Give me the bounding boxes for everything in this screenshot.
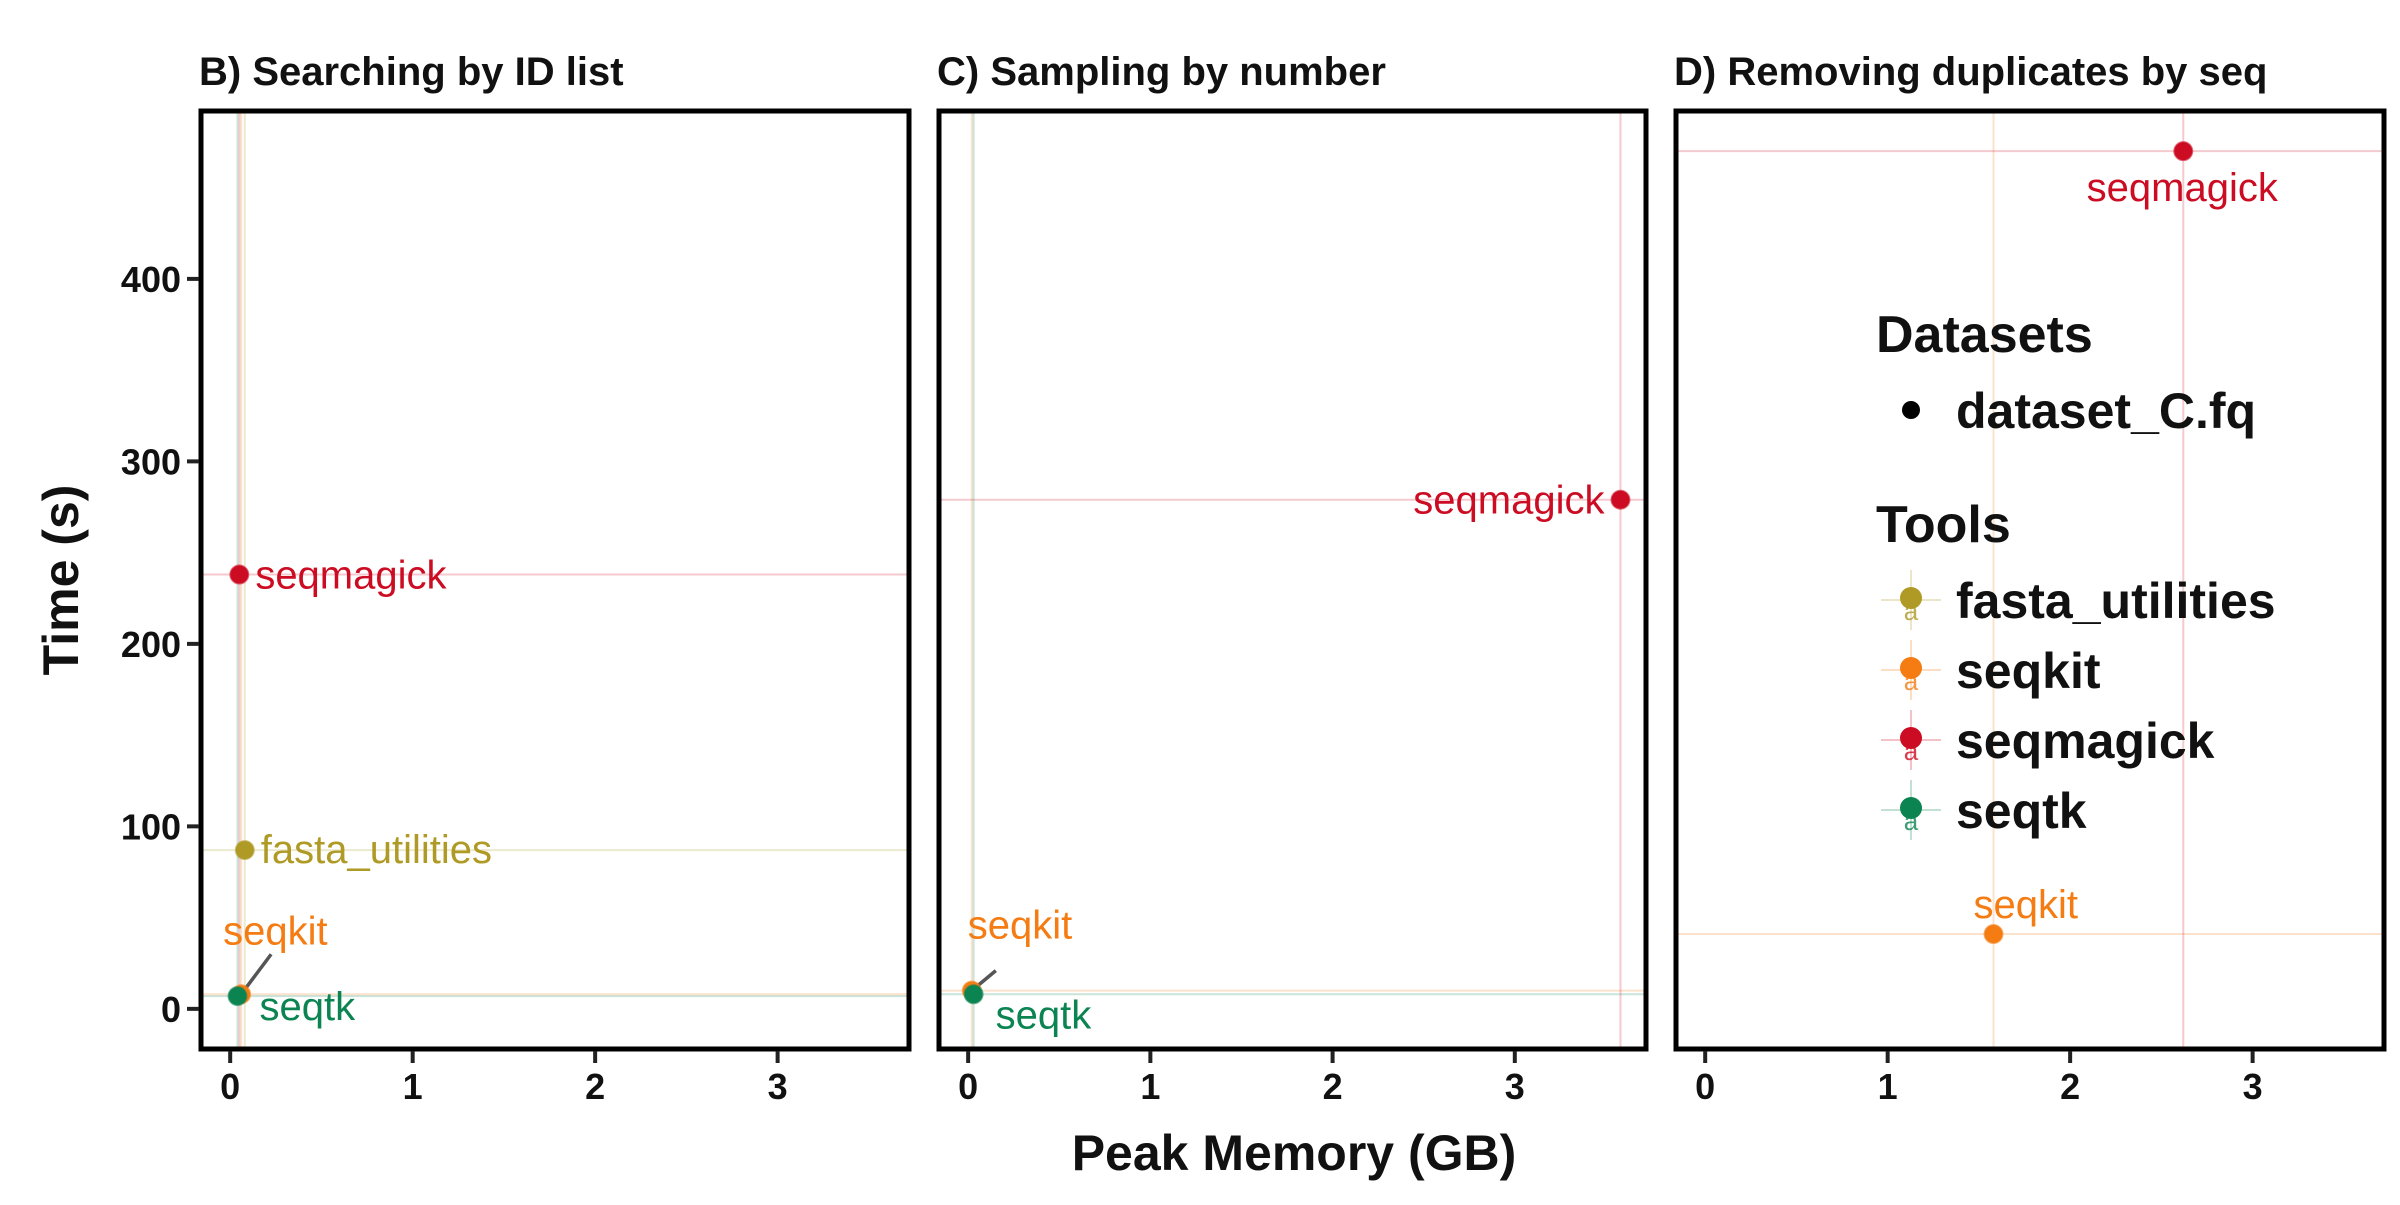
point-label-seqmagick: seqmagick	[255, 554, 447, 598]
point-label-seqtk: seqtk	[996, 993, 1093, 1037]
x-tick-label: 0	[958, 1066, 978, 1107]
point-seqtk	[227, 986, 248, 1007]
legend-datasets-title: Datasets	[1876, 306, 2093, 364]
guide-lines	[939, 111, 1646, 1049]
legend-tool-glyph: a	[1904, 596, 1919, 626]
legend-tool-label: seqmagick	[1956, 713, 2215, 769]
legend-tool-glyph: a	[1904, 666, 1919, 696]
legend-tools-title: Tools	[1876, 496, 2011, 554]
panel-title: C) Sampling by number	[937, 50, 1386, 94]
y-tick-label: 200	[121, 624, 181, 665]
x-tick-label: 0	[220, 1066, 240, 1107]
point-seqmagick	[229, 564, 250, 585]
x-tick-label: 0	[1695, 1066, 1715, 1107]
legend-tool-key	[1900, 587, 1922, 609]
panel-frame	[198, 108, 912, 1052]
legend-dataset-key	[1902, 401, 1920, 419]
legend: Datasets dataset_C.fq Tools a fasta_utilitie…	[1876, 306, 2276, 840]
panel-title: B) Searching by ID list	[199, 50, 624, 94]
x-tick-label: 3	[768, 1066, 788, 1107]
panel-2: C) Sampling by number 0 1 2 3 seqkit seqmagick…	[936, 50, 1649, 1107]
point-label-seqkit: seqkit	[968, 904, 1073, 948]
y-tick-label: 400	[121, 259, 181, 300]
point-fasta_utilities	[234, 840, 255, 861]
legend-tool-key	[1900, 657, 1922, 679]
y-axis-title: Time (s)	[33, 485, 89, 676]
legend-tool-key	[1900, 727, 1922, 749]
point-label-seqmagick: seqmagick	[1413, 479, 1605, 523]
x-tick-label: 1	[1140, 1066, 1160, 1107]
x-tick-label: 2	[1323, 1066, 1343, 1107]
point-label-seqmagick: seqmagick	[2087, 166, 2279, 210]
legend-tool-label: fasta_utilities	[1956, 573, 2276, 629]
x-tick-label: 1	[1878, 1066, 1898, 1107]
guide-lines	[1676, 111, 2384, 1049]
x-tick-label: 1	[403, 1066, 423, 1107]
point-seqtk	[963, 984, 984, 1005]
point-label-seqkit: seqkit	[223, 909, 328, 953]
panel-title: D) Removing duplicates by seq	[1674, 50, 2267, 94]
legend-tool-glyph: a	[1904, 736, 1919, 766]
point-seqkit	[1983, 924, 2004, 945]
point-seqmagick	[1610, 489, 1631, 510]
y-tick-label: 300	[121, 441, 181, 482]
legend-tool-label: seqtk	[1956, 783, 2087, 839]
x-tick-label: 2	[2060, 1066, 2080, 1107]
point-label-seqtk: seqtk	[259, 985, 356, 1029]
x-tick-label: 3	[1505, 1066, 1525, 1107]
legend-tool-glyph: a	[1904, 806, 1919, 836]
x-tick-label: 2	[585, 1066, 605, 1107]
point-label-fasta_utilities: fasta_utilities	[261, 828, 492, 872]
panel-frame	[1673, 108, 2387, 1052]
x-axis-title: Peak Memory (GB)	[1072, 1125, 1517, 1181]
panel-1: B) Searching by ID list 0 1 2 3 0 100 200 300 400…	[121, 50, 912, 1107]
axis-titles: Peak Memory (GB) Time (s)	[33, 485, 1516, 1181]
y-tick-label: 0	[161, 989, 181, 1030]
panel-3: D) Removing duplicates by seq 0 1 2 3 seqkit s…	[1673, 50, 2387, 1107]
y-tick-label: 100	[121, 806, 181, 847]
legend-tool-key	[1900, 797, 1922, 819]
x-tick-label: 3	[2243, 1066, 2263, 1107]
legend-dataset-label: dataset_C.fq	[1956, 383, 2256, 439]
point-seqmagick	[2173, 141, 2194, 162]
point-label-seqkit: seqkit	[1974, 883, 2079, 927]
legend-tool-label: seqkit	[1956, 643, 2101, 699]
panel-frame	[936, 108, 1649, 1052]
